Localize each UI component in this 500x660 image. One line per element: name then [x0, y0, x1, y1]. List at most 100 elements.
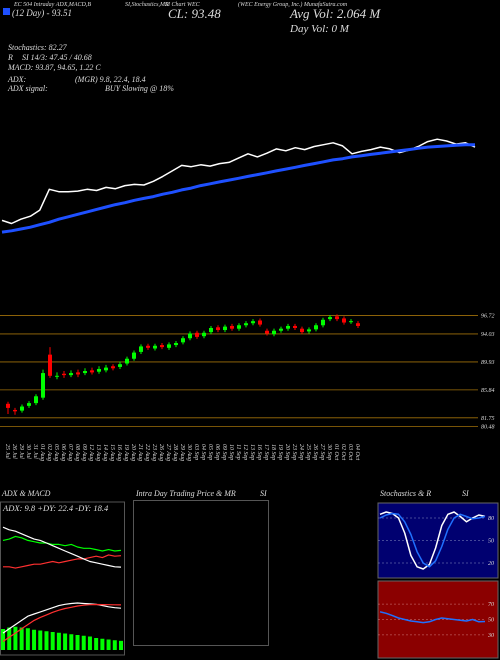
candle-body: [293, 325, 297, 328]
x-tick-label: 23 Aug: [151, 444, 157, 461]
annotation: Stochastics: 82.27: [8, 43, 68, 52]
candle-body: [335, 316, 339, 320]
x-tick-label: 09 Aug: [81, 444, 87, 461]
macd-histogram-bar: [106, 639, 111, 650]
y-tick-label: 89.93: [481, 360, 495, 366]
x-tick-label: 05 Aug: [53, 444, 59, 461]
candle-body: [237, 325, 241, 329]
candle-body: [153, 345, 157, 349]
candle-body: [265, 330, 269, 334]
candle-body: [223, 326, 227, 331]
x-tick-label: 27 Sep: [319, 444, 325, 460]
stochastic-line: [379, 511, 486, 570]
legend-swatch: [3, 8, 10, 15]
panel-title: Stochastics & R: [380, 489, 431, 498]
candle-body: [349, 321, 353, 323]
x-tick-label: 01 Aug: [39, 444, 45, 461]
candle-body: [55, 375, 59, 377]
x-tick-label: 12 Aug: [88, 444, 94, 461]
macd-histogram-bar: [13, 626, 18, 650]
candle-body: [230, 325, 234, 329]
y-tick-label: 30: [487, 633, 494, 639]
stochastic-line: [379, 512, 486, 568]
annotation: MACD: 93.87, 94.65, 1.22 C: [7, 63, 101, 72]
candle-body: [300, 328, 304, 333]
x-tick-label: 24 Sep: [298, 444, 305, 460]
candle-body: [132, 352, 136, 359]
candle-body: [181, 338, 185, 343]
macd-histogram-bar: [63, 633, 68, 650]
macd-histogram-bar: [119, 640, 123, 650]
x-tick-label: 13 Sep: [249, 444, 255, 460]
x-tick-label: 14 Aug: [102, 444, 109, 461]
annotation: (WEC Energy Group, Inc.) MunafaSutra.com: [238, 1, 348, 8]
candle-body: [118, 364, 122, 367]
x-tick-label: 29 Aug: [179, 444, 185, 461]
x-tick-label: 19 Sep: [277, 444, 283, 460]
candle-body: [83, 371, 87, 374]
x-tick-label: 20 Sep: [284, 444, 290, 460]
macd-histogram-bar: [19, 627, 24, 650]
x-tick-label: 27 Aug: [165, 444, 171, 461]
moving-average-line: [1, 143, 475, 234]
x-tick-label: 16 Aug: [116, 444, 122, 461]
candle-body: [188, 333, 192, 339]
x-tick-label: 05 Sep: [207, 444, 213, 460]
x-tick-label: 30 Jul: [25, 443, 31, 459]
x-tick-label: 26 Aug: [158, 444, 164, 461]
x-tick-label: 17 Sep: [263, 444, 269, 460]
macd-histogram-bar: [100, 638, 105, 650]
panel-subtitle: SI: [260, 489, 267, 498]
macd-histogram-bar: [38, 630, 43, 650]
rsi-line: [379, 611, 486, 624]
y-tick-label: 94.03: [481, 331, 495, 338]
macd-histogram-bar: [25, 628, 30, 650]
panel-frame: [0, 501, 125, 656]
candle-body: [20, 406, 24, 411]
candle-body: [195, 332, 199, 337]
candle-body: [27, 403, 31, 406]
y-tick-label: 80.48: [481, 423, 495, 430]
x-tick-label: 25 Jul: [4, 444, 10, 459]
adx-line: [2, 535, 122, 552]
annotation: Day Vol: 0 M: [289, 23, 350, 35]
candle-body: [286, 325, 290, 329]
candle-body: [139, 346, 143, 352]
annotation: SI,Stochastics,MR: [125, 2, 169, 8]
x-tick-label: 30 Sep: [326, 443, 332, 460]
annotation: Avg Vol: 2.064 M: [289, 6, 381, 21]
x-tick-label: 04 Sep: [200, 444, 207, 460]
annotation: ADX signal:: [7, 84, 48, 93]
candle-body: [258, 320, 262, 325]
x-tick-label: 31 Jul: [32, 443, 38, 459]
macd-histogram-bar: [44, 631, 49, 650]
x-tick-label: 03 Sep: [193, 444, 199, 460]
panel-frame: [133, 500, 269, 646]
x-tick-label: 16 Sep: [256, 444, 262, 460]
y-tick-label: 50: [488, 618, 494, 624]
macd-histogram-bar: [69, 634, 74, 650]
candle-body: [90, 370, 94, 373]
candle-body: [48, 354, 52, 376]
macd-histogram-bar: [50, 632, 55, 650]
x-tick-label: 21 Aug: [137, 444, 143, 461]
annotation: ADX:: [7, 75, 27, 84]
macd-histogram-bar: [75, 635, 80, 650]
annotation: (MGR) 9.8, 22.4, 18.4: [75, 75, 146, 84]
x-tick-label: 19 Aug: [123, 444, 129, 461]
macd-histogram-bar: [87, 636, 92, 650]
candle-body: [251, 321, 255, 324]
candle-body: [216, 327, 220, 331]
candle-body: [41, 373, 45, 398]
y-tick-label: 50: [488, 539, 494, 545]
x-tick-label: 03 Oct: [347, 444, 353, 460]
adx-line: [3, 554, 122, 569]
x-tick-label: 04 Oct: [354, 444, 361, 460]
macd-line: [2, 603, 122, 642]
candle-body: [307, 329, 311, 332]
x-tick-label: 13 Aug: [95, 444, 101, 461]
candle-body: [279, 328, 283, 331]
x-tick-label: 26 Sep: [312, 444, 318, 460]
candle-body: [34, 396, 38, 404]
candle-body: [97, 368, 101, 372]
